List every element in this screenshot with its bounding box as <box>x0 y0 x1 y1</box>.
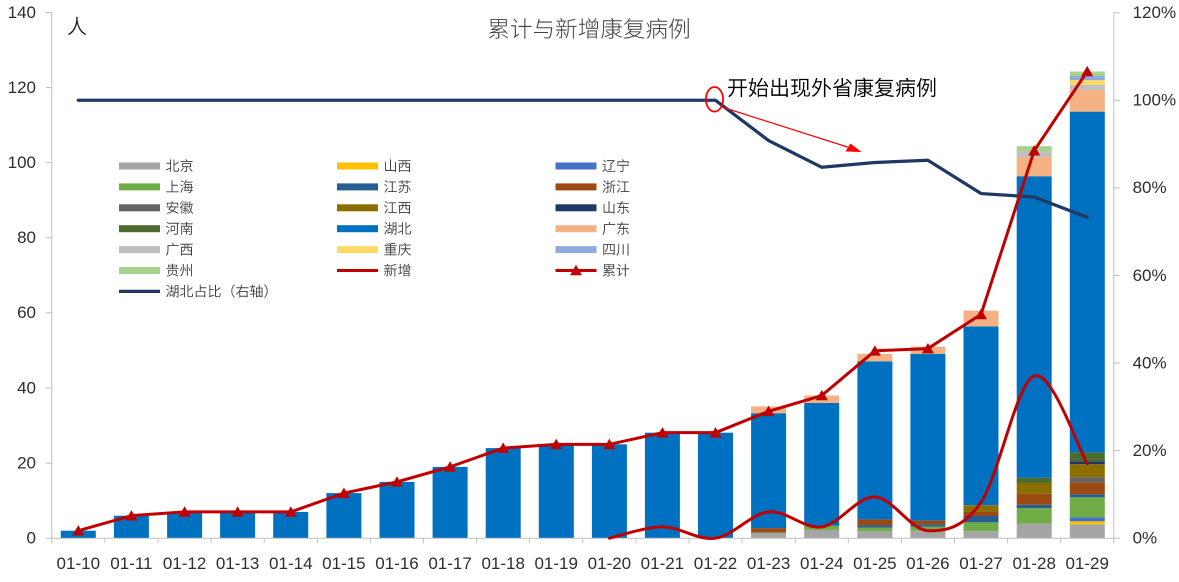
svg-text:140: 140 <box>8 3 36 22</box>
svg-text:100%: 100% <box>1133 91 1176 110</box>
svg-text:01-10: 01-10 <box>57 554 100 573</box>
svg-text:100: 100 <box>8 153 36 172</box>
svg-text:120: 120 <box>8 78 36 97</box>
svg-text:01-14: 01-14 <box>269 554 312 573</box>
svg-text:01-29: 01-29 <box>1065 554 1108 573</box>
svg-text:01-24: 01-24 <box>800 554 843 573</box>
svg-text:01-22: 01-22 <box>694 554 737 573</box>
svg-text:01-18: 01-18 <box>481 554 524 573</box>
svg-text:01-26: 01-26 <box>906 554 949 573</box>
svg-text:120%: 120% <box>1133 3 1176 22</box>
svg-text:0: 0 <box>27 529 36 548</box>
svg-text:20%: 20% <box>1133 441 1167 460</box>
svg-text:01-27: 01-27 <box>959 554 1002 573</box>
svg-text:01-13: 01-13 <box>216 554 259 573</box>
svg-text:01-28: 01-28 <box>1012 554 1055 573</box>
svg-text:01-25: 01-25 <box>853 554 896 573</box>
svg-text:01-16: 01-16 <box>375 554 418 573</box>
svg-text:01-17: 01-17 <box>428 554 471 573</box>
svg-text:01-15: 01-15 <box>322 554 365 573</box>
svg-text:40: 40 <box>17 378 36 397</box>
svg-text:0%: 0% <box>1133 529 1158 548</box>
svg-text:60: 60 <box>17 303 36 322</box>
svg-text:01-20: 01-20 <box>588 554 631 573</box>
svg-text:80: 80 <box>17 228 36 247</box>
svg-text:01-21: 01-21 <box>641 554 684 573</box>
svg-text:01-11: 01-11 <box>110 554 152 573</box>
svg-text:20: 20 <box>17 453 36 472</box>
svg-text:60%: 60% <box>1133 266 1167 285</box>
svg-text:80%: 80% <box>1133 178 1167 197</box>
svg-text:01-12: 01-12 <box>163 554 206 573</box>
svg-text:01-19: 01-19 <box>534 554 577 573</box>
svg-text:01-23: 01-23 <box>747 554 790 573</box>
svg-text:40%: 40% <box>1133 353 1167 372</box>
